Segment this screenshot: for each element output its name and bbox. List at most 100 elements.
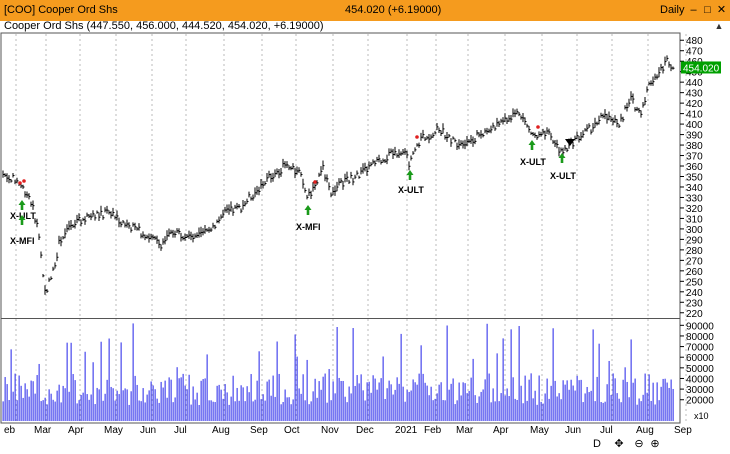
volume-bar <box>386 388 388 421</box>
volume-bar <box>358 383 360 421</box>
volume-bar <box>198 404 200 421</box>
close-icon[interactable]: ✕ <box>716 4 727 16</box>
pan-button[interactable]: ✥ <box>614 438 624 450</box>
volume-bar <box>318 381 320 421</box>
volume-bar <box>244 401 246 421</box>
volume-bar <box>4 377 6 421</box>
volume-bar <box>36 375 38 421</box>
volume-bar <box>534 390 536 421</box>
volume-bar <box>194 399 196 421</box>
volume-bar <box>328 369 330 421</box>
volume-bar <box>90 394 92 421</box>
volume-bar <box>436 393 438 421</box>
volume-bar <box>314 378 316 421</box>
volume-bar <box>484 379 486 421</box>
maximize-icon[interactable]: □ <box>704 4 711 16</box>
volume-bar <box>50 393 52 421</box>
volume-bar <box>646 392 648 421</box>
volume-bar <box>84 351 86 421</box>
signal-label: X-ULT <box>550 171 576 181</box>
volume-bar <box>600 402 602 421</box>
volume-bar <box>554 380 556 421</box>
volume-bar <box>618 398 620 421</box>
volume-bar <box>48 389 50 421</box>
period-daily-button[interactable]: D <box>593 438 601 450</box>
price-tick-label: 440 <box>686 78 703 89</box>
volume-bar <box>170 379 172 421</box>
volume-bar <box>434 398 436 421</box>
volume-bar <box>296 356 298 421</box>
volume-bar <box>148 390 150 421</box>
volume-multiplier: x10 <box>694 411 709 421</box>
volume-bar <box>584 393 586 421</box>
volume-bar <box>336 326 338 421</box>
time-axis-label: Dec <box>356 425 374 436</box>
volume-bar <box>116 390 118 421</box>
volume-bar <box>516 399 518 421</box>
volume-bar <box>376 389 378 421</box>
signal-label: X-ULT <box>10 211 36 221</box>
volume-bar <box>106 379 108 421</box>
volume-bar <box>76 403 78 421</box>
time-axis-label: Feb <box>424 425 442 436</box>
volume-bar <box>596 376 598 421</box>
volume-bar <box>196 392 198 421</box>
volume-bar <box>28 396 30 421</box>
volume-bar <box>464 383 466 421</box>
volume-bar <box>396 377 398 421</box>
volume-bar <box>382 356 384 421</box>
volume-bar <box>604 401 606 421</box>
volume-bar <box>652 382 654 421</box>
volume-bar <box>552 328 554 421</box>
volume-bar <box>614 378 616 421</box>
time-axis-label: Jul <box>600 425 613 436</box>
volume-bar <box>334 393 336 421</box>
volume-bar <box>102 400 104 421</box>
volume-bar <box>40 401 42 421</box>
minimize-icon[interactable]: – <box>690 4 697 16</box>
volume-bar <box>270 395 272 421</box>
volume-bar <box>162 387 164 421</box>
zoom-out-button[interactable]: ⊖ <box>634 438 644 450</box>
scroll-up-icon[interactable]: ▲ <box>714 21 724 31</box>
volume-bar <box>78 400 80 421</box>
volume-bar <box>366 382 368 421</box>
volume-bar <box>664 378 666 421</box>
sell-dot-icon <box>22 179 26 183</box>
volume-bar <box>340 380 342 421</box>
volume-bar <box>492 388 494 421</box>
volume-bar <box>412 379 414 421</box>
price-tick-label: 310 <box>686 214 703 225</box>
volume-bar <box>384 398 386 421</box>
volume-bar <box>98 389 100 421</box>
volume-bar <box>650 400 652 421</box>
volume-bar <box>498 401 500 421</box>
volume-bar <box>640 401 642 421</box>
chart-frame <box>0 32 681 424</box>
volume-bar <box>572 385 574 421</box>
volume-bar <box>638 398 640 421</box>
volume-bar <box>390 384 392 421</box>
volume-bar <box>32 381 34 421</box>
volume-bar <box>258 351 260 421</box>
volume-bar <box>324 373 326 421</box>
time-axis: eb Mar Apr May Jun Jul Aug Sep Oct Nov Dec 2021 Feb M… <box>1 422 692 436</box>
volume-bar <box>94 404 96 421</box>
volume-bar <box>506 388 508 421</box>
volume-bar <box>462 382 464 421</box>
volume-bar <box>144 402 146 421</box>
volume-bar <box>330 400 332 421</box>
volume-bar <box>22 397 24 421</box>
time-axis-label: Aug <box>636 425 654 436</box>
last-price-label: 454.020 <box>681 61 721 74</box>
volume-bar <box>124 388 126 421</box>
zoom-in-button[interactable]: ⊕ <box>650 438 660 450</box>
volume-bar <box>30 380 32 421</box>
volume-bar <box>214 402 216 421</box>
volume-bar <box>474 395 476 421</box>
volume-bar <box>606 384 608 421</box>
volume-bar <box>200 380 202 421</box>
volume-bar <box>544 393 546 421</box>
volume-bar <box>286 397 288 421</box>
